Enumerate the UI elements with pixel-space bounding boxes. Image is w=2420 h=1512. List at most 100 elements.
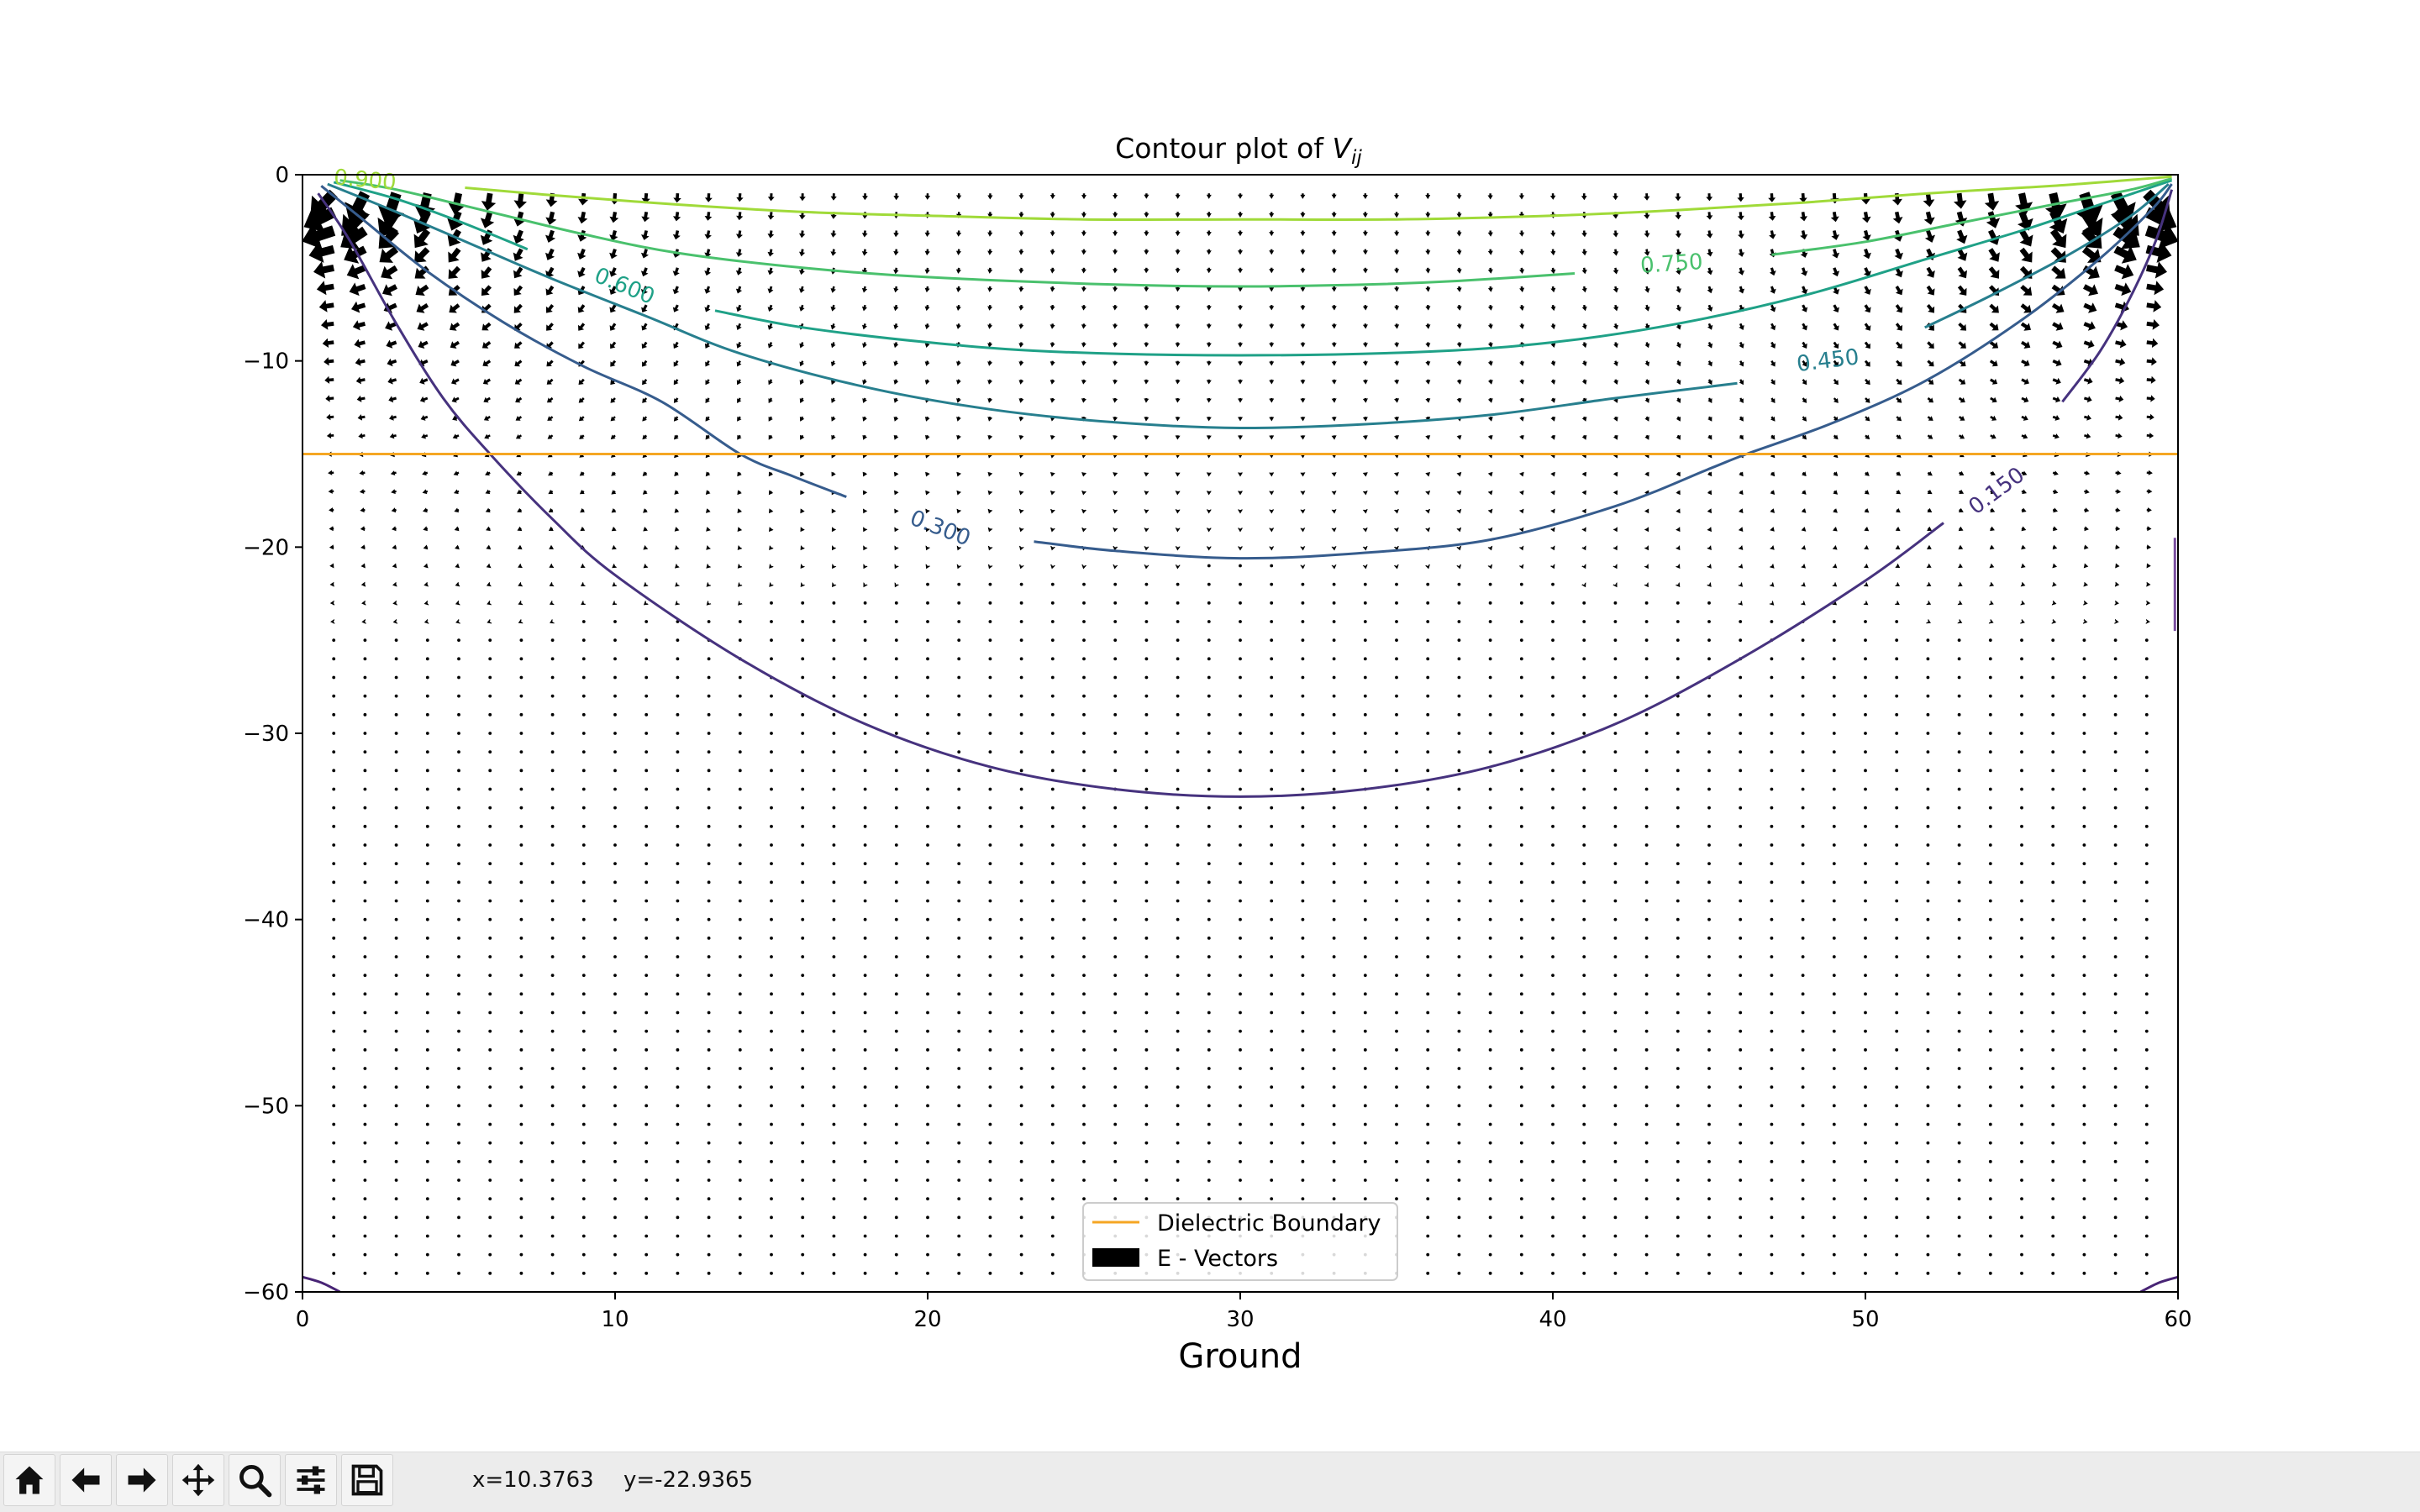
e-vector xyxy=(1176,899,1180,903)
e-vector xyxy=(394,750,398,754)
e-vector xyxy=(612,600,618,606)
e-vector xyxy=(2115,507,2121,513)
e-vector xyxy=(1113,1067,1118,1070)
pan-button[interactable] xyxy=(172,1454,224,1506)
e-vector xyxy=(352,320,366,331)
e-vector xyxy=(1518,545,1524,551)
e-vector xyxy=(2084,470,2091,475)
e-vector xyxy=(2020,618,2025,624)
e-vector xyxy=(1644,712,1649,717)
e-vector xyxy=(1081,230,1086,237)
e-vector xyxy=(1082,936,1086,940)
e-vector xyxy=(549,563,555,568)
e-vector xyxy=(1300,491,1306,496)
e-vector xyxy=(581,917,586,921)
e-vector xyxy=(1331,212,1337,218)
e-vector xyxy=(519,712,523,717)
e-vector xyxy=(738,694,742,698)
e-vector xyxy=(2146,395,2155,402)
e-vector xyxy=(1644,267,1650,275)
e-vector xyxy=(988,675,992,680)
e-vector xyxy=(1676,1197,1680,1201)
e-vector xyxy=(1175,491,1181,496)
e-vector xyxy=(1395,1067,1398,1070)
e-vector xyxy=(1239,694,1242,698)
e-vector xyxy=(1300,249,1306,255)
e-vector xyxy=(425,732,429,735)
e-vector xyxy=(861,304,867,312)
e-vector xyxy=(1957,1197,1961,1201)
e-vector xyxy=(332,1122,336,1126)
e-vector xyxy=(1801,1234,1805,1238)
e-vector xyxy=(1676,545,1681,551)
e-vector xyxy=(1395,862,1398,866)
e-vector xyxy=(1144,917,1149,921)
e-vector xyxy=(832,675,836,680)
e-vector xyxy=(2051,936,2055,940)
e-vector xyxy=(1332,917,1336,921)
e-vector xyxy=(863,974,867,978)
e-vector xyxy=(548,526,554,531)
e-vector xyxy=(394,1215,398,1220)
e-vector xyxy=(457,638,460,643)
e-vector xyxy=(1831,230,1839,240)
e-vector xyxy=(1332,787,1336,791)
e-vector xyxy=(578,397,585,403)
e-vector xyxy=(1301,675,1305,680)
e-vector xyxy=(1176,1104,1180,1108)
e-vector xyxy=(1207,1104,1211,1108)
e-vector xyxy=(1613,342,1618,349)
e-vector xyxy=(457,917,460,921)
e-vector xyxy=(1113,417,1118,422)
e-vector xyxy=(1959,489,1965,494)
e-vector xyxy=(1582,1047,1586,1052)
e-vector xyxy=(1676,286,1681,293)
e-vector xyxy=(1582,1252,1586,1257)
e-vector xyxy=(1613,1011,1618,1015)
e-vector xyxy=(613,806,617,810)
e-vector xyxy=(1864,824,1867,828)
e-vector xyxy=(1113,1029,1118,1033)
e-vector xyxy=(332,638,336,643)
e-vector xyxy=(519,917,523,921)
e-vector xyxy=(1113,620,1118,623)
e-vector xyxy=(1644,360,1650,367)
e-vector xyxy=(1676,1104,1680,1108)
e-vector xyxy=(457,862,460,866)
e-vector xyxy=(1426,1104,1430,1108)
e-vector xyxy=(612,581,618,587)
e-vector xyxy=(519,1252,523,1257)
contour-line xyxy=(333,181,529,251)
save-button[interactable] xyxy=(341,1454,393,1506)
e-vector xyxy=(736,360,742,367)
e-vector xyxy=(1676,490,1681,496)
e-vector xyxy=(801,750,805,754)
e-vector xyxy=(1832,1047,1836,1052)
e-vector xyxy=(519,1122,523,1126)
home-button[interactable] xyxy=(3,1454,55,1506)
e-vector xyxy=(448,247,461,263)
e-vector xyxy=(1487,545,1493,551)
e-vector xyxy=(1770,880,1774,885)
e-vector xyxy=(2020,769,2023,773)
back-button[interactable] xyxy=(60,1454,112,1506)
e-vector xyxy=(2052,377,2061,385)
e-vector xyxy=(1519,267,1525,274)
e-vector xyxy=(2052,544,2058,550)
configure-subplots-button[interactable] xyxy=(285,1454,337,1506)
e-vector xyxy=(1081,435,1086,440)
e-vector xyxy=(1676,955,1680,958)
e-vector xyxy=(519,1029,523,1033)
e-vector xyxy=(425,1215,429,1220)
e-vector xyxy=(1362,360,1368,366)
e-vector xyxy=(769,527,774,533)
zoom-button[interactable] xyxy=(229,1454,281,1506)
forward-button[interactable] xyxy=(116,1454,168,1506)
e-vector xyxy=(1113,379,1118,385)
e-vector xyxy=(581,620,586,623)
e-vector xyxy=(425,1252,429,1257)
e-vector xyxy=(1269,267,1275,274)
e-vector xyxy=(1300,193,1306,199)
e-vector xyxy=(1019,955,1023,958)
e-vector xyxy=(1801,1252,1805,1257)
